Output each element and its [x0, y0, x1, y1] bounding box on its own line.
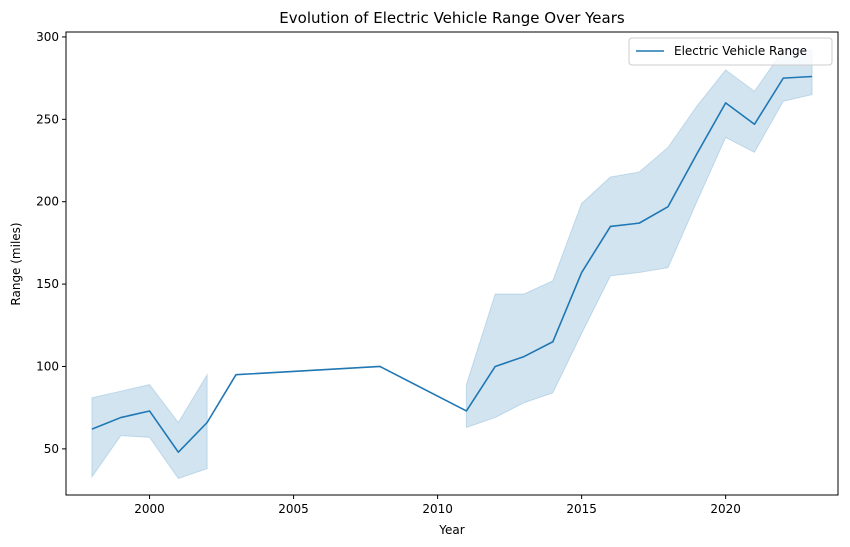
y-axis: 50 100 150 200 250 300 [36, 30, 66, 456]
chart-title: Evolution of Electric Vehicle Range Over… [279, 9, 625, 27]
x-tick-label-2020: 2020 [710, 502, 741, 516]
x-axis: 2000 2005 2010 2015 2020 [134, 495, 741, 516]
plot-area [91, 49, 813, 480]
confidence-band-2 [465, 49, 813, 429]
legend: Electric Vehicle Range [628, 37, 833, 66]
x-tick-label-2010: 2010 [422, 502, 453, 516]
confidence-band-0 [91, 372, 208, 480]
y-tick-label-50: 50 [44, 442, 59, 456]
y-tick-label-300: 300 [36, 30, 59, 44]
legend-box [628, 37, 833, 66]
x-tick-label-2005: 2005 [278, 502, 309, 516]
y-tick-label-250: 250 [36, 112, 59, 126]
y-tick-label-150: 150 [36, 277, 59, 291]
x-tick-label-2000: 2000 [134, 502, 165, 516]
plot-frame [65, 31, 839, 496]
y-tick-label-100: 100 [36, 359, 59, 373]
legend-label-electric-vehicle-range: Electric Vehicle Range [674, 44, 807, 58]
y-tick-label-200: 200 [36, 195, 59, 209]
series-line-0 [91, 75, 813, 453]
y-axis-label: Range (miles) [9, 222, 23, 305]
x-tick-label-2015: 2015 [566, 502, 597, 516]
x-axis-label: Year [438, 523, 464, 537]
